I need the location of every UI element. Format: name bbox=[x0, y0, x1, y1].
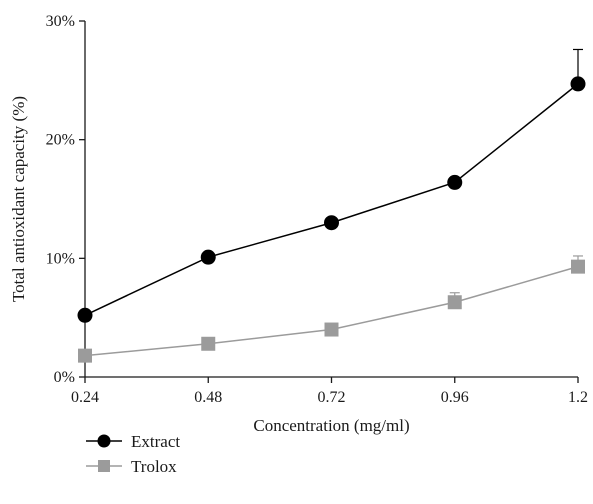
legend-item-trolox: Trolox bbox=[86, 457, 177, 476]
x-tick-label: 0.24 bbox=[71, 389, 99, 406]
x-tick-label: 0.72 bbox=[318, 389, 346, 406]
legend-label: Trolox bbox=[131, 457, 177, 476]
series-trolox bbox=[78, 255, 585, 363]
data-point bbox=[570, 76, 586, 92]
data-point bbox=[447, 174, 463, 190]
y-tick-label: 30% bbox=[46, 13, 75, 30]
data-point bbox=[200, 249, 216, 265]
x-tick-label: 0.96 bbox=[441, 389, 469, 406]
data-point bbox=[324, 322, 339, 337]
x-axis-title: Concentration (mg/ml) bbox=[253, 416, 409, 435]
series-extract bbox=[77, 48, 586, 323]
y-axis-title: Total antioxidant capacity (%) bbox=[9, 96, 28, 302]
legend-label: Extract bbox=[131, 432, 180, 451]
x-ticks: 0.24 0.48 0.72 0.96 1.2 bbox=[71, 377, 588, 406]
data-point bbox=[447, 295, 462, 310]
x-tick-label: 1.2 bbox=[568, 389, 588, 406]
legend-marker bbox=[98, 460, 110, 472]
y-tick-label: 20% bbox=[46, 132, 75, 149]
legend-item-extract: Extract bbox=[86, 432, 180, 451]
data-point bbox=[78, 348, 92, 363]
data-point bbox=[324, 215, 339, 231]
data-point bbox=[571, 259, 585, 274]
legend-marker bbox=[97, 434, 111, 448]
y-tick-label: 0% bbox=[54, 369, 75, 386]
series-line bbox=[84, 83, 579, 316]
y-tick-label: 10% bbox=[46, 250, 75, 267]
data-point bbox=[77, 307, 93, 323]
legend: Extract Trolox bbox=[86, 432, 180, 476]
data-point bbox=[201, 336, 216, 351]
series-layer bbox=[77, 48, 586, 363]
x-tick-label: 0.48 bbox=[194, 389, 222, 406]
y-ticks: 0% 10% 20% 30% bbox=[46, 13, 85, 386]
